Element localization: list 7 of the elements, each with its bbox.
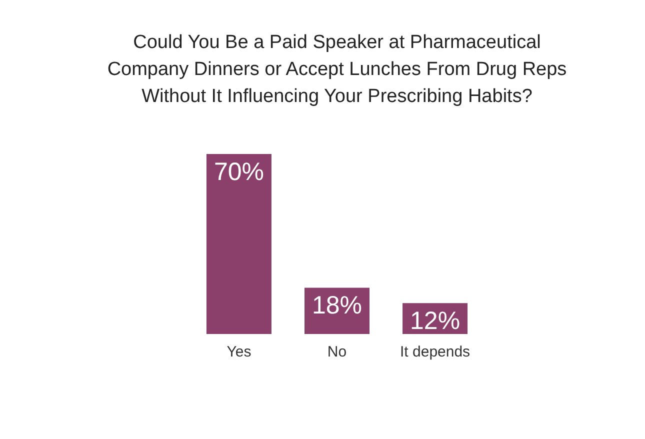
chart-title: Could You Be a Paid Speaker at Pharmaceutical Company Dinners or Accept Lunches From Drug Reps Without It Influencing Your Prescribing Habits? (107, 32, 567, 107)
x-tick-label: Yes (226, 344, 252, 360)
x-tick-label: It depends (400, 344, 470, 360)
data-label: 70% (214, 158, 264, 186)
x-tick-label: No (327, 344, 347, 360)
data-label: 18% (312, 292, 362, 320)
data-label: 12% (410, 307, 460, 336)
